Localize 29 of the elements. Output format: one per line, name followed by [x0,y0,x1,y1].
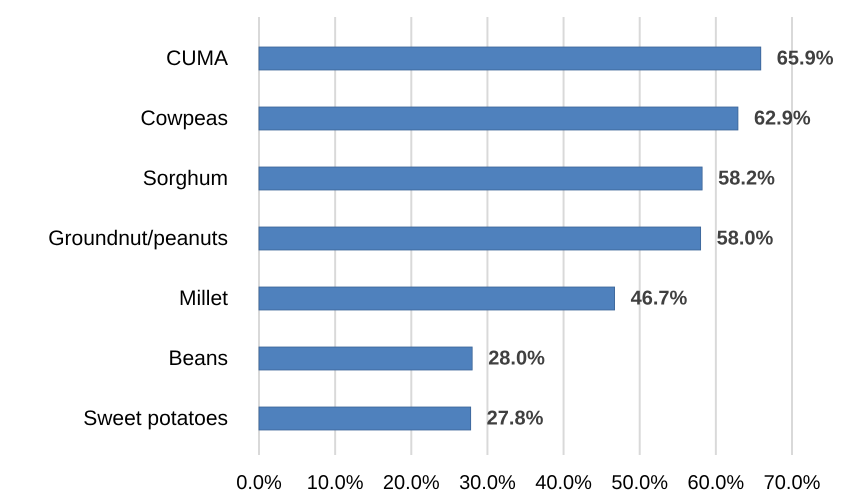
y-tick-label: Beans [168,347,228,370]
bar [258,106,738,130]
x-tick-label: 10.0% [306,472,364,494]
y-tick-label: Sweet potatoes [83,407,228,430]
x-tick-label: 70.0% [764,472,821,494]
y-tick-label: Sorghum [142,167,228,190]
y-tick-label: Cowpeas [140,107,228,130]
data-label: 58.0% [716,228,774,250]
y-tick-label: Groundnut/peanuts [48,227,228,250]
data-label: 58.2% [718,168,776,190]
x-tick-label: 30.0% [459,472,516,494]
y-tick-label: Millet [178,287,228,310]
x-tick-label: 20.0% [382,472,440,494]
data-label: 46.7% [630,288,688,310]
bar [258,406,472,430]
x-tick-label: 60.0% [688,472,744,494]
x-tick-label: 50.0% [611,472,668,494]
data-label: 28.0% [488,348,546,370]
x-tick-label: 40.0% [535,472,592,494]
data-label: 62.9% [754,108,811,130]
bar [258,226,702,250]
bar [258,166,703,190]
y-tick-label: CUMA [166,46,228,70]
x-tick-label: 0.0% [236,472,282,494]
bar [258,46,762,70]
data-label: 27.8% [486,408,544,430]
bar [258,286,615,310]
bar [258,346,473,370]
data-label: 65.9% [776,47,834,70]
